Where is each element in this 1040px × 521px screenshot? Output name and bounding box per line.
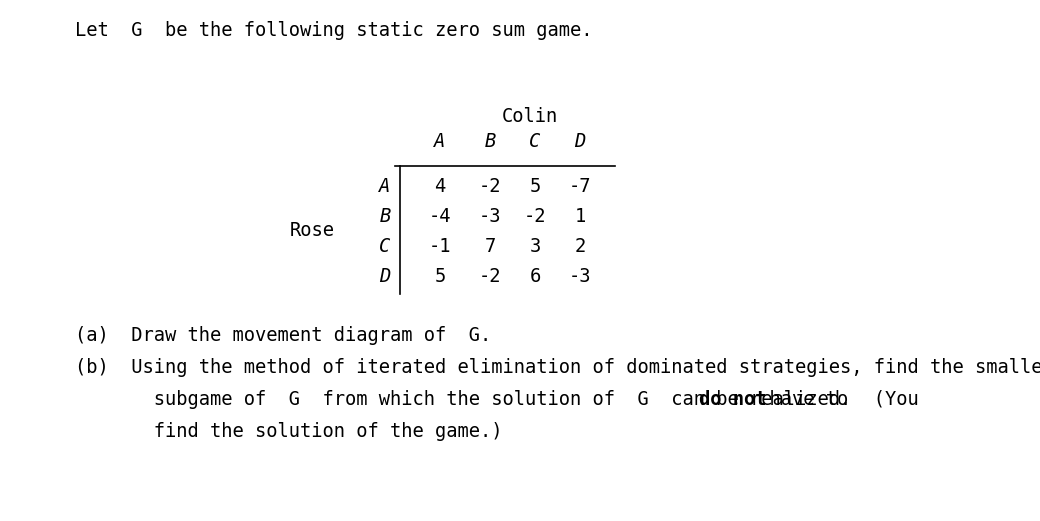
- Text: Let  G  be the following static zero sum game.: Let G be the following static zero sum g…: [75, 21, 593, 40]
- Text: Rose: Rose: [290, 221, 335, 241]
- Text: 6: 6: [529, 267, 541, 286]
- Text: find the solution of the game.): find the solution of the game.): [75, 422, 502, 441]
- Text: B: B: [380, 206, 391, 226]
- Text: 2: 2: [574, 237, 586, 255]
- Text: Colin: Colin: [502, 107, 558, 126]
- Text: B: B: [485, 132, 496, 151]
- Text: -2: -2: [524, 206, 546, 226]
- Text: 4: 4: [435, 177, 445, 195]
- Text: 7: 7: [485, 237, 496, 255]
- Text: D: D: [380, 267, 391, 286]
- Text: 5: 5: [529, 177, 541, 195]
- Text: -7: -7: [569, 177, 592, 195]
- Text: D: D: [574, 132, 586, 151]
- Text: 3: 3: [529, 237, 541, 255]
- Text: -2: -2: [478, 267, 501, 286]
- Text: (b)  Using the method of iterated elimination of dominated strategies, find the : (b) Using the method of iterated elimina…: [75, 358, 1040, 377]
- Text: -1: -1: [428, 237, 451, 255]
- Text: (a)  Draw the movement diagram of  G.: (a) Draw the movement diagram of G.: [75, 326, 491, 345]
- Text: do not: do not: [699, 390, 766, 409]
- Text: -4: -4: [428, 206, 451, 226]
- Text: C: C: [380, 237, 391, 255]
- Text: subgame of  G  from which the solution of  G  can be realized.  (You: subgame of G from which the solution of …: [75, 390, 941, 409]
- Text: A: A: [380, 177, 391, 195]
- Text: 1: 1: [574, 206, 586, 226]
- Text: C: C: [529, 132, 541, 151]
- Text: have to: have to: [748, 390, 849, 409]
- Text: -2: -2: [478, 177, 501, 195]
- Text: -3: -3: [478, 206, 501, 226]
- Text: -3: -3: [569, 267, 592, 286]
- Text: 5: 5: [435, 267, 445, 286]
- Text: A: A: [435, 132, 445, 151]
